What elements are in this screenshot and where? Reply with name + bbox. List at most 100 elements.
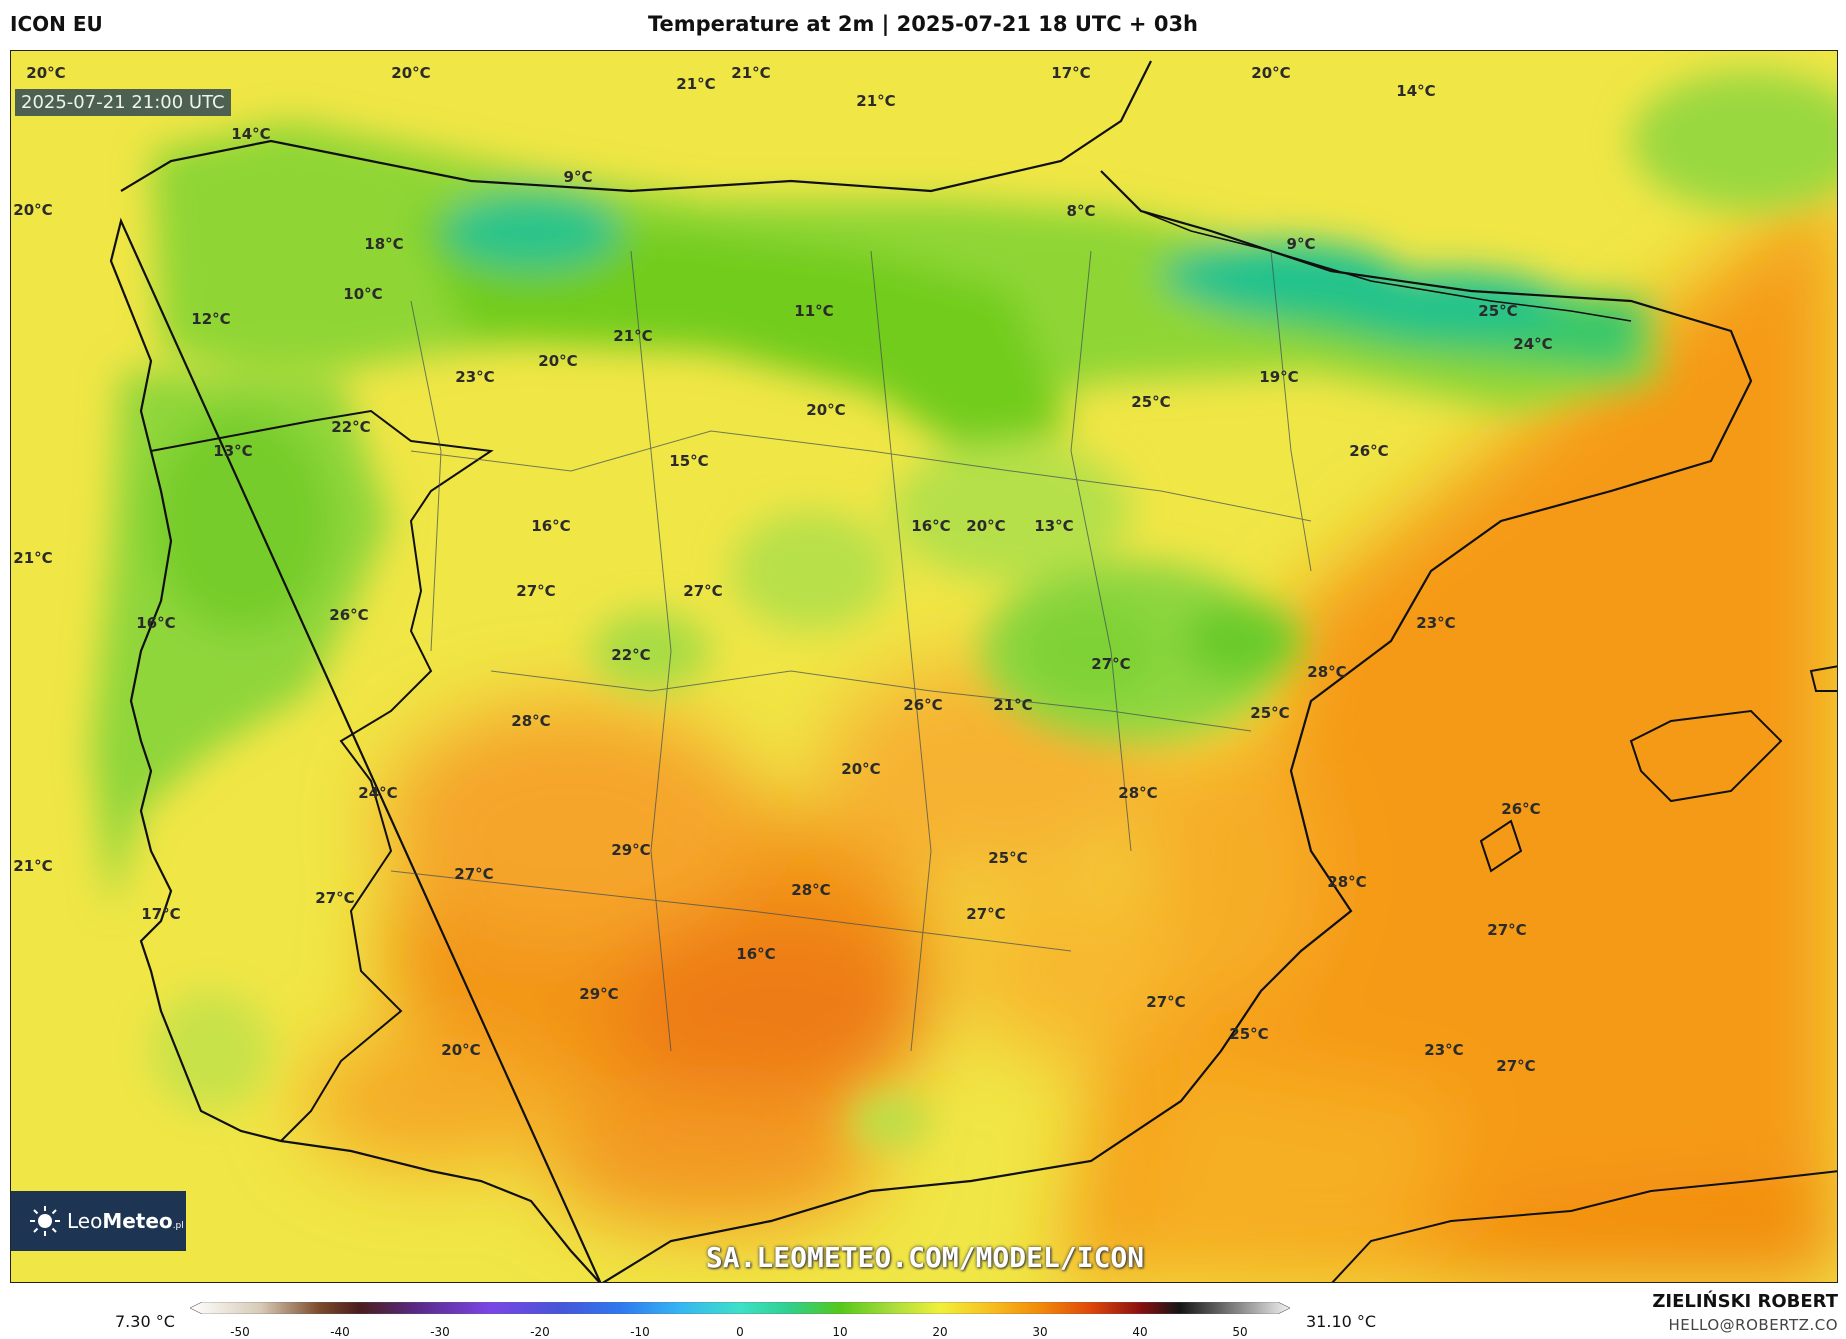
region-borders [390, 250, 1312, 1052]
colorbar-min-label: 7.30 °C [115, 1312, 175, 1331]
temperature-label: 26°C [1349, 442, 1389, 460]
temperature-label: 20°C [1251, 64, 1291, 82]
colorbar-tick-label: 40 [1132, 1325, 1148, 1339]
model-name: ICON EU [10, 12, 103, 36]
temperature-label: 27°C [1146, 993, 1186, 1011]
temperature-label: 25°C [1131, 393, 1171, 411]
temperature-label: 20°C [538, 352, 578, 370]
temperature-label: 22°C [611, 646, 651, 664]
coastline [109, 60, 1753, 1282]
temperature-map: 2025-07-21 21:00 UTC 20°C 20°C 21°C 21°C 21°… [10, 50, 1838, 1283]
colorbar [190, 1302, 1290, 1314]
temperature-label: 22°C [331, 418, 371, 436]
colorbar-tick-label: -30 [430, 1325, 450, 1339]
temperature-label: 10°C [343, 285, 383, 303]
temperature-label: 21°C [613, 327, 653, 345]
temperature-label: 20°C [441, 1041, 481, 1059]
colorbar-tick-label: 10 [832, 1325, 848, 1339]
temperature-label: 29°C [579, 985, 619, 1003]
temperature-label: 9°C [563, 168, 593, 186]
temperature-label: 8°C [1066, 202, 1096, 220]
temperature-label: 20°C [391, 64, 431, 82]
temperature-label: 20°C [966, 517, 1006, 535]
temperature-label: 24°C [1513, 335, 1553, 353]
sun-icon [30, 1206, 60, 1236]
temperature-label: 16°C [736, 945, 776, 963]
temperature-label: 18°C [364, 235, 404, 253]
temperature-label: 20°C [13, 201, 53, 219]
temperature-label: 28°C [511, 712, 551, 730]
cool-zones [91, 71, 1837, 1146]
temperature-label: 28°C [1327, 873, 1367, 891]
temperature-label: 27°C [315, 889, 355, 907]
menorca [1809, 665, 1837, 692]
temperature-label: 11°C [794, 302, 834, 320]
temperature-label: 20°C [26, 64, 66, 82]
temperature-label: 16°C [136, 614, 176, 632]
logo-text: LeoMeteo.pl [67, 1209, 184, 1233]
temperature-label: 26°C [903, 696, 943, 714]
temperature-label: 27°C [454, 865, 494, 883]
temperature-label: 21°C [856, 92, 896, 110]
colorbar-tick-label: 50 [1232, 1325, 1248, 1339]
valid-time-badge: 2025-07-21 21:00 UTC [15, 89, 231, 116]
temperature-label: 21°C [993, 696, 1033, 714]
temperature-label: 20°C [806, 401, 846, 419]
chart-title: Temperature at 2m | 2025-07-21 18 UTC + … [647, 12, 1199, 36]
warm-zones [301, 172, 1837, 1282]
temperature-label: 27°C [1091, 655, 1131, 673]
colorbar-max-label: 31.10 °C [1306, 1312, 1377, 1331]
temperature-label: 26°C [1501, 800, 1541, 818]
temperature-label: 27°C [966, 905, 1006, 923]
watermark-url: SA.LEOMETEO.COM/MODEL/ICON [705, 1241, 1145, 1274]
temperature-field [11, 51, 1837, 1282]
temperature-label: 9°C [1286, 235, 1316, 253]
colorbar-tick-label: 0 [736, 1325, 744, 1339]
temperature-label: 17°C [141, 905, 181, 923]
colorbar-tick-label: -10 [630, 1325, 650, 1339]
leometeo-logo: LeoMeteo.pl [11, 1191, 186, 1251]
temperature-label: 28°C [791, 881, 831, 899]
temperature-label: 25°C [1250, 704, 1290, 722]
temperature-label: 29°C [611, 841, 651, 859]
temperature-label: 19°C [1259, 368, 1299, 386]
temperature-label: 27°C [683, 582, 723, 600]
temperature-label: 28°C [1307, 663, 1347, 681]
temperature-label: 15°C [669, 452, 709, 470]
temperature-label: 16°C [911, 517, 951, 535]
temperature-label: 26°C [329, 606, 369, 624]
temperature-label: 21°C [731, 64, 771, 82]
temperature-label: 12°C [191, 310, 231, 328]
temperature-label: 25°C [988, 849, 1028, 867]
temperature-label: 14°C [231, 125, 271, 143]
temperature-label: 13°C [1034, 517, 1074, 535]
africa-coast [1331, 1170, 1837, 1282]
temperature-label: 13°C [213, 442, 253, 460]
author-name: ZIELIŃSKI ROBERT [1652, 1291, 1838, 1312]
author-email: HELLO@ROBERTZ.CO [1668, 1316, 1838, 1334]
temperature-label: 27°C [516, 582, 556, 600]
colorbar-tick-label: -20 [530, 1325, 550, 1339]
temperature-label: 27°C [1496, 1057, 1536, 1075]
temperature-label: 21°C [676, 75, 716, 93]
temperature-label: 25°C [1478, 302, 1518, 320]
colorbar-tick-label: 20 [932, 1325, 948, 1339]
temperature-label: 28°C [1118, 784, 1158, 802]
temperature-label: 25°C [1229, 1025, 1269, 1043]
temperature-label: 14°C [1396, 82, 1436, 100]
temperature-label: 21°C [13, 857, 53, 875]
temperature-label: 23°C [455, 368, 495, 386]
colorbar-tick-label: -40 [330, 1325, 350, 1339]
temperature-label: 27°C [1487, 921, 1527, 939]
temperature-label: 20°C [841, 760, 881, 778]
temperature-label: 21°C [13, 549, 53, 567]
border-france [1140, 210, 1632, 322]
temperature-label: 23°C [1424, 1041, 1464, 1059]
mallorca [1629, 709, 1783, 803]
border [150, 409, 494, 1142]
colorbar-tick-label: -50 [230, 1325, 250, 1339]
temperature-label: 17°C [1051, 64, 1091, 82]
ibiza [1479, 819, 1523, 873]
temperature-label: 24°C [358, 784, 398, 802]
colorbar-tick-label: 30 [1032, 1325, 1048, 1339]
